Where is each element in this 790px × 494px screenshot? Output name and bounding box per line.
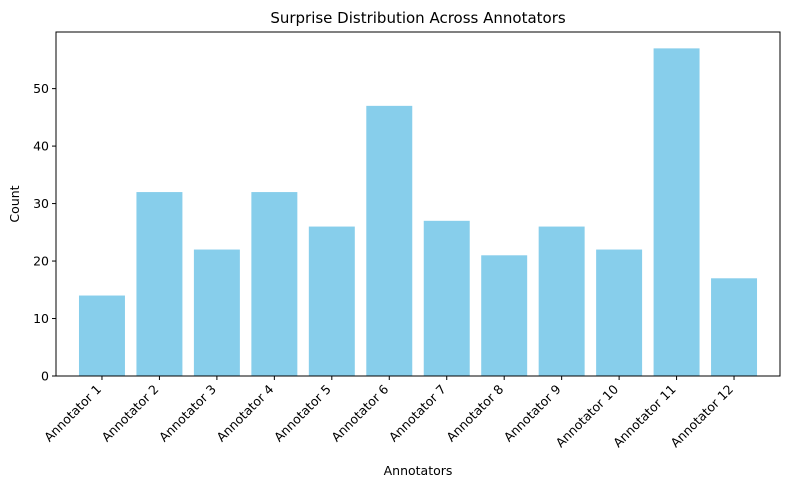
y-axis-label: Count	[7, 185, 22, 222]
y-tick-label: 40	[33, 139, 49, 154]
y-tick-label: 20	[33, 254, 49, 269]
bars-layer	[78, 48, 758, 377]
x-tick-label: Annotator 6	[328, 381, 391, 444]
bar-11	[653, 48, 700, 376]
x-tick-label: Annotator 1	[41, 382, 104, 445]
bar-3	[193, 249, 240, 376]
x-axis-label: Annotators	[384, 463, 453, 478]
bar-8	[481, 255, 528, 376]
y-tick-label: 50	[33, 81, 49, 96]
y-tick-label: 0	[41, 369, 49, 384]
x-tick-label: Annotator 7	[386, 382, 449, 445]
bar-12	[711, 278, 758, 376]
y-tick-label: 30	[33, 196, 49, 211]
bar-7	[423, 220, 470, 376]
bar-6	[366, 105, 413, 377]
x-tick-label: Annotator 2	[98, 382, 161, 445]
chart-title: Surprise Distribution Across Annotators	[270, 9, 566, 27]
bar-9	[538, 226, 585, 376]
x-tick-label: Annotator 9	[501, 381, 564, 444]
bar-4	[251, 192, 298, 376]
bar-1	[78, 295, 125, 376]
x-tick-label: Annotator 3	[156, 382, 219, 445]
y-tick-label: 10	[33, 311, 49, 326]
bar-5	[308, 226, 355, 376]
x-tick-label: Annotator 8	[443, 381, 506, 444]
bar-10	[596, 249, 643, 376]
bar-2	[136, 192, 183, 376]
x-tick-label: Annotator 5	[271, 382, 334, 445]
x-tick-label: Annotator 4	[213, 381, 276, 444]
